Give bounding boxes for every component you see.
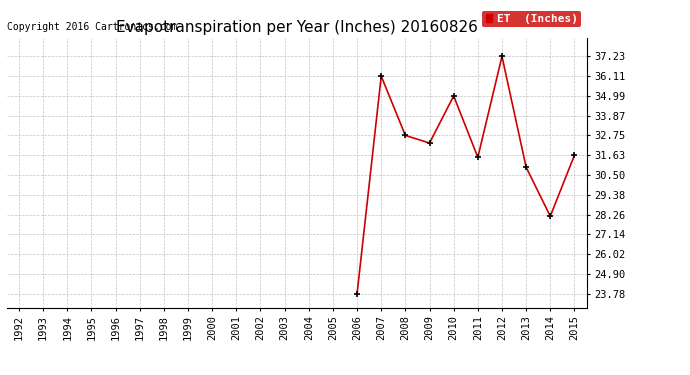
Text: Copyright 2016 Cartronics.com: Copyright 2016 Cartronics.com — [7, 22, 177, 32]
Title: Evapotranspiration per Year (Inches) 20160826: Evapotranspiration per Year (Inches) 201… — [116, 20, 477, 35]
Legend: ET  (Inches): ET (Inches) — [482, 10, 581, 27]
